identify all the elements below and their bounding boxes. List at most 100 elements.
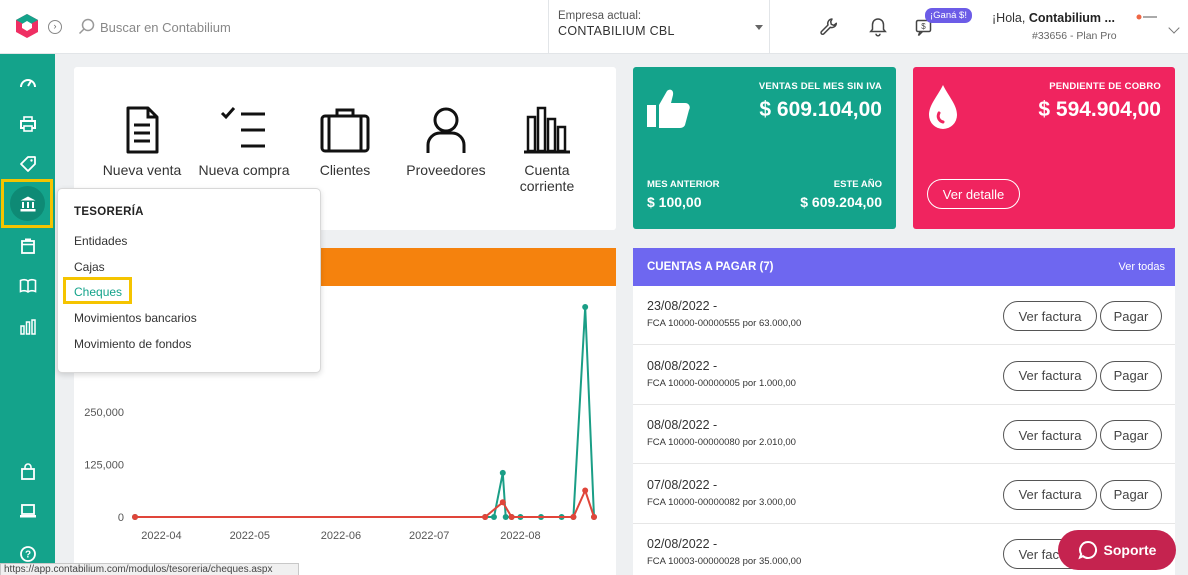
- series-point[interactable]: [508, 514, 515, 520]
- dashboard-icon: [19, 79, 36, 88]
- cuenta-date: 08/08/2022 -: [647, 418, 718, 432]
- ventas-title: VENTAS DEL MES SIN IVA: [758, 81, 882, 92]
- prev-month-value: $ 100,00: [647, 194, 702, 210]
- sidebar-item-accounting[interactable]: [0, 266, 55, 306]
- printer-icon: [19, 116, 36, 132]
- sidebar: ?: [0, 54, 55, 575]
- series-point[interactable]: [582, 304, 589, 310]
- cuenta-desc: FCA 10000-00000555 por 63.000,00: [647, 318, 802, 329]
- ver-detalle-button[interactable]: Ver detalle: [927, 179, 1020, 209]
- search-icon: [78, 18, 95, 35]
- series-point[interactable]: [499, 499, 506, 506]
- cuenta-desc: FCA 10000-00000080 por 2.010,00: [647, 437, 796, 448]
- ver-factura-button[interactable]: Ver factura: [1003, 479, 1097, 510]
- search-input[interactable]: [100, 14, 500, 40]
- menu-item-entidades[interactable]: Entidades: [74, 234, 128, 248]
- sidebar-item-products[interactable]: [0, 144, 55, 184]
- cuentas-a-pagar-card: CUENTAS A PAGAR (7) Ver todas 23/08/2022…: [633, 248, 1175, 575]
- cuenta-row: 08/08/2022 - FCA 10000-00000005 por 1.000…: [633, 346, 1175, 405]
- bar-chart-icon: [19, 319, 36, 335]
- pagar-button[interactable]: Pagar: [1100, 360, 1162, 391]
- caret-down-icon: [755, 25, 763, 30]
- cuentas-header: CUENTAS A PAGAR (7) Ver todas: [633, 248, 1175, 286]
- series-point[interactable]: [482, 514, 489, 520]
- menu-item-cheques[interactable]: Cheques: [74, 285, 123, 299]
- quick-action-label: Nueva venta: [102, 162, 182, 178]
- svg-text:$: $: [921, 22, 926, 31]
- x-tick-label: 2022-04: [141, 530, 181, 542]
- menu-item-cajas[interactable]: Cajas: [74, 260, 105, 274]
- sidebar-item-reports[interactable]: [0, 307, 55, 347]
- ver-todas-link[interactable]: Ver todas: [1118, 261, 1165, 273]
- cuentas-title: CUENTAS A PAGAR (7): [647, 261, 774, 273]
- checklist-icon: [220, 107, 265, 148]
- ver-factura-button[interactable]: Ver factura: [1003, 420, 1097, 450]
- cuenta-desc: FCA 10003-00000028 por 35.000,00: [647, 556, 802, 567]
- tag-icon: [19, 156, 36, 172]
- cuenta-row: 07/08/2022 - FCA 10000-00000082 por 3.000…: [633, 465, 1175, 524]
- quick-action-proveedores[interactable]: Proveedores: [396, 105, 496, 178]
- pagar-button[interactable]: Pagar: [1100, 420, 1162, 450]
- quick-action-label: Nueva compra: [198, 162, 290, 178]
- sales-chart: 0 125,000 250,000 2022-04 2022-05 2022-06 2022…: [84, 304, 597, 542]
- x-tick-label: 2022-08: [500, 530, 540, 542]
- quick-action-label: Clientes: [319, 162, 371, 178]
- greeting-prefix: ¡Hola,: [992, 11, 1029, 25]
- company-label: Empresa actual:: [558, 10, 642, 22]
- laptop-icon: [19, 504, 36, 518]
- cuenta-date: 08/08/2022 -: [647, 358, 718, 373]
- series-point[interactable]: [582, 487, 589, 494]
- pendiente-title: PENDIENTE DE COBRO: [1049, 81, 1161, 92]
- series-point[interactable]: [591, 514, 597, 520]
- series-point[interactable]: [502, 514, 509, 520]
- bell-icon[interactable]: [868, 17, 888, 37]
- book-icon: [19, 279, 36, 293]
- status-bar-url: https://app.contabilium.com/modulos/teso…: [0, 563, 299, 575]
- series-point[interactable]: [132, 514, 138, 520]
- ver-factura-button[interactable]: Ver factura: [1003, 301, 1097, 331]
- soporte-label: Soporte: [1103, 542, 1157, 558]
- pagar-button[interactable]: Pagar: [1100, 301, 1162, 331]
- expand-sidebar-icon[interactable]: ›: [48, 20, 62, 34]
- sidebar-item-integrations[interactable]: [0, 491, 55, 531]
- series-line: [135, 487, 595, 518]
- cuenta-date: 23/08/2022 -: [647, 299, 718, 313]
- sidebar-item-inventory[interactable]: [0, 226, 55, 266]
- cuenta-date: 07/08/2022 -: [647, 477, 718, 492]
- series-point[interactable]: [499, 469, 506, 476]
- quick-action-clientes[interactable]: Clientes: [295, 105, 395, 178]
- company-selector[interactable]: Empresa actual: CONTABILIUM CBL: [548, 0, 770, 54]
- quick-action-cuenta-corriente[interactable]: Cuenta corriente: [497, 105, 597, 194]
- user-greeting[interactable]: ¡Hola, Contabilium ...: [992, 11, 1115, 25]
- user-menu-chevron-icon[interactable]: [1168, 22, 1180, 34]
- tesoreria-menu: TESORERÍA Entidades Cajas Cheques Movimi…: [57, 188, 321, 373]
- help-icon: ?: [19, 546, 36, 562]
- sidebar-item-dashboard[interactable]: [0, 63, 55, 103]
- cheques-highlight: [63, 277, 132, 304]
- pendiente-card: PENDIENTE DE COBRO $ 594.904,00 Ver deta…: [913, 67, 1175, 229]
- sidebar-item-treasury[interactable]: [0, 184, 55, 224]
- quick-action-nueva-venta[interactable]: Nueva venta: [92, 105, 192, 178]
- wrench-icon[interactable]: [819, 17, 839, 37]
- sidebar-item-help[interactable]: ?: [0, 534, 55, 574]
- contabilium-logo[interactable]: [14, 13, 40, 39]
- chat-money-icon[interactable]: $: [915, 18, 935, 38]
- company-value: CONTABILIUM CBL: [558, 24, 675, 38]
- series-point[interactable]: [570, 514, 577, 520]
- promo-badge[interactable]: ¡Ganá $!: [925, 8, 972, 23]
- pendiente-amount: $ 594.904,00: [1038, 98, 1161, 121]
- pagar-button[interactable]: Pagar: [1100, 479, 1162, 510]
- box-icon: [20, 238, 35, 254]
- ver-factura-button[interactable]: Ver factura: [1003, 360, 1097, 391]
- series-point[interactable]: [490, 514, 497, 520]
- x-tick-label: 2022-06: [321, 530, 361, 542]
- menu-item-movimientos-bancarios[interactable]: Movimientos bancarios: [74, 311, 197, 325]
- y-tick-label: 250,000: [84, 407, 124, 419]
- sidebar-item-sales[interactable]: [0, 104, 55, 144]
- soporte-button[interactable]: Soporte: [1058, 530, 1176, 570]
- quick-action-nueva-compra[interactable]: Nueva compra: [194, 105, 294, 185]
- menu-item-movimiento-de-fondos[interactable]: Movimiento de fondos: [74, 337, 192, 351]
- sidebar-item-shop[interactable]: [0, 452, 55, 492]
- briefcase-icon: [320, 108, 370, 153]
- cuenta-row: 23/08/2022 - FCA 10000-00000555 por 63.00…: [633, 286, 1175, 345]
